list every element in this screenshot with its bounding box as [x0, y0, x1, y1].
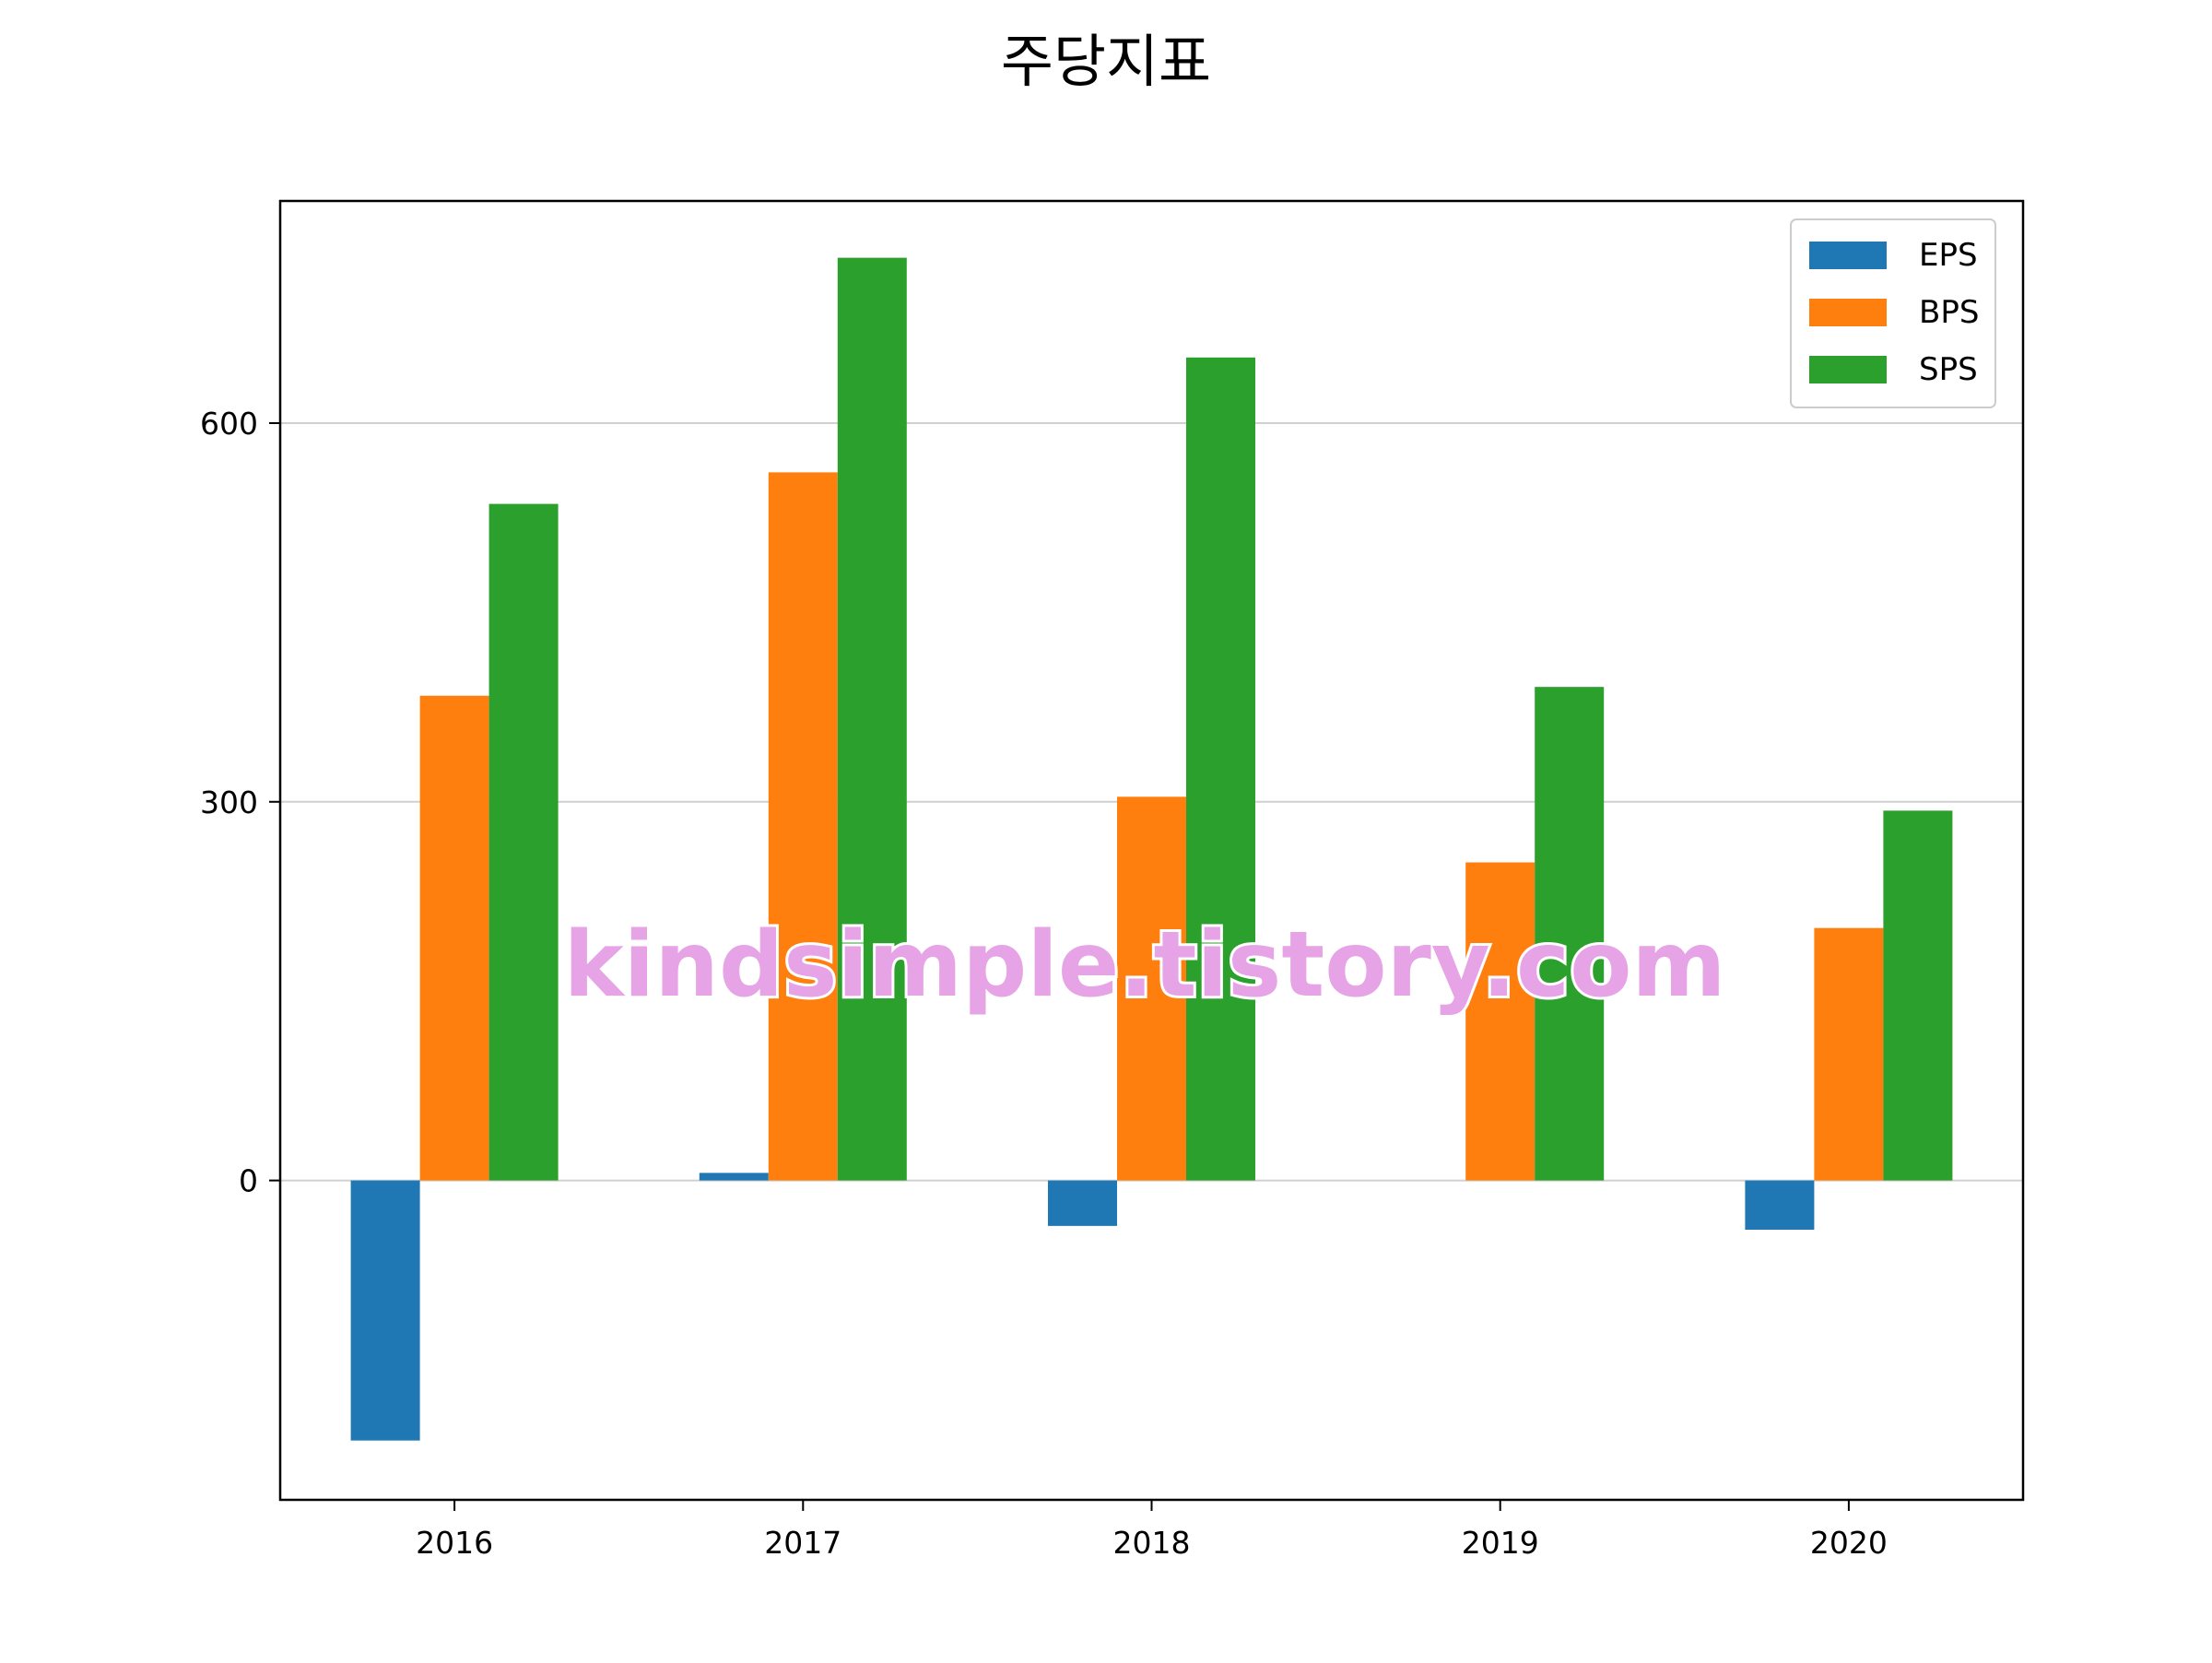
- x-tick-label: 2017: [764, 1525, 841, 1561]
- bar-sps-2017: [837, 257, 907, 1181]
- legend-swatch-eps: [1809, 242, 1887, 269]
- bar-eps-2016: [350, 1180, 420, 1441]
- bar-sps-2020: [1883, 810, 1953, 1181]
- legend-label-eps: EPS: [1919, 237, 1978, 274]
- chart-title: 주당지표: [1001, 28, 1211, 95]
- axes: 0 300 600 2016 2017 2018 2019 2020: [200, 199, 2025, 1561]
- y-tick-label: 300: [200, 784, 258, 820]
- legend-label-bps: BPS: [1919, 294, 1979, 331]
- bars: [350, 257, 1953, 1441]
- legend-swatch-bps: [1809, 299, 1887, 326]
- legend: EPS BPS SPS: [1790, 218, 1996, 408]
- bar-bps-2019: [1465, 862, 1535, 1181]
- bar-bps-2017: [768, 472, 838, 1181]
- x-tick-label: 2016: [416, 1525, 493, 1561]
- x-tick-label: 2019: [1462, 1525, 1539, 1561]
- x-tick-label: 2020: [1810, 1525, 1888, 1561]
- bar-bps-2018: [1117, 796, 1186, 1181]
- y-tick-label: 0: [239, 1163, 258, 1199]
- x-tick-label: 2018: [1113, 1525, 1191, 1561]
- legend-label-sps: SPS: [1919, 351, 1978, 388]
- bar-sps-2019: [1535, 687, 1605, 1181]
- bar-bps-2016: [419, 695, 489, 1181]
- bar-sps-2016: [488, 503, 559, 1181]
- bar-eps-2020: [1745, 1180, 1815, 1230]
- bar-eps-2018: [1048, 1180, 1117, 1226]
- y-tick-label: 600: [200, 406, 258, 442]
- watermark-text: kindsimple.tistory.com: [563, 913, 1725, 1018]
- bar-sps-2018: [1186, 357, 1255, 1181]
- bar-bps-2020: [1814, 927, 1884, 1181]
- legend-swatch-sps: [1809, 356, 1887, 383]
- bar-eps-2017: [699, 1173, 769, 1181]
